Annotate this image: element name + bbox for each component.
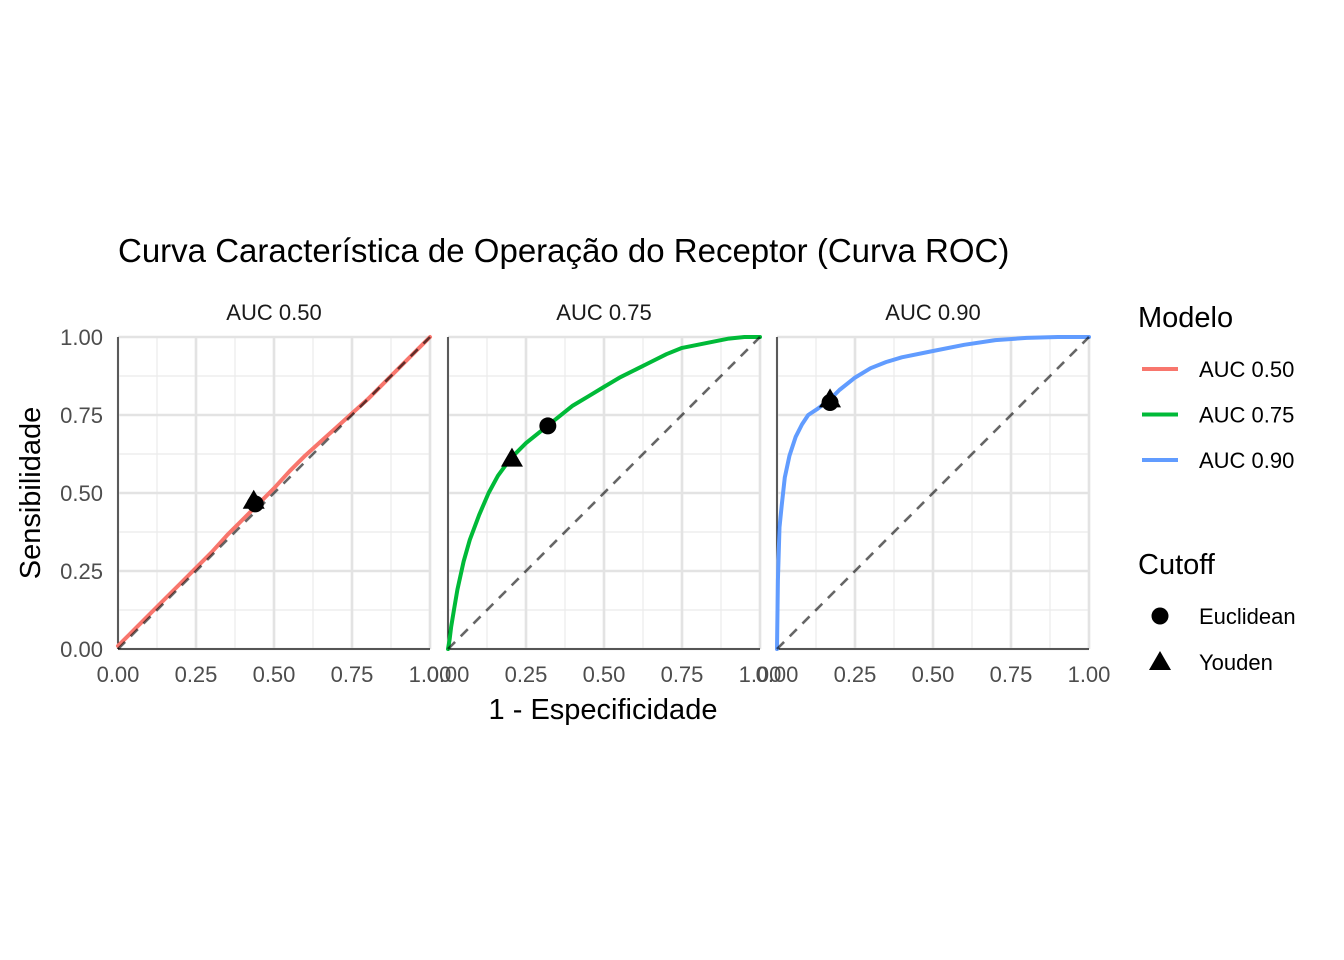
x-tick-label: 0.00 [756, 662, 799, 687]
x-tick-label: 0.25 [505, 662, 548, 687]
legend-shape-items: Euclidean Youden [1149, 604, 1296, 675]
x-tick-label: 1.00 [1068, 662, 1111, 687]
x-tick-label: 0.75 [331, 662, 374, 687]
legend-color-label: AUC 0.90 [1199, 448, 1294, 473]
y-tick-label: 0.75 [60, 403, 103, 428]
legend-triangle-icon [1149, 651, 1171, 670]
x-tick-label: 1.00 [739, 662, 782, 687]
youden-point [819, 388, 842, 408]
x-tick-label: 0.00 [427, 662, 470, 687]
youden-point [242, 489, 265, 509]
legend-circle-icon [1151, 607, 1169, 625]
y-tick-label: 0.50 [60, 481, 103, 506]
x-tick-label: 0.25 [834, 662, 877, 687]
x-tick-label: 0.50 [583, 662, 626, 687]
legend: Modelo AUC 0.50 AUC 0.75 AUC 0.90 Cutoff E… [1138, 302, 1296, 675]
reference-diagonal [447, 336, 761, 650]
reference-diagonal [776, 336, 1090, 650]
chart-title: Curva Característica de Operação do Rece… [118, 232, 1009, 269]
facet-panels: AUC 0.500.00 0.25 0.50 0.75 1.000.000.250.50… [60, 300, 1110, 687]
euclidean-point [539, 417, 557, 435]
youden-point [500, 447, 523, 467]
legend-color-title: Modelo [1138, 302, 1233, 334]
legend-shape-label: Euclidean [1199, 604, 1296, 629]
reference-diagonal [117, 336, 431, 650]
x-tick-label: 0.00 [97, 662, 140, 687]
panel-1: AUC 0.50 0.00 0.25 0.50 0.75 1.00 0.00 0.25 0.50… [60, 300, 451, 687]
x-tick-label: 0.75 [661, 662, 704, 687]
x-axis-label: 1 - Especificidade [489, 694, 718, 726]
x-tick-label: 1.00 [409, 662, 452, 687]
legend-color-items: AUC 0.50 AUC 0.75 AUC 0.90 [1142, 357, 1294, 473]
panel-2: AUC 0.75 0.00 0.25 0.50 0.75 1.00 [427, 300, 782, 687]
x-tick-label: 0.50 [253, 662, 296, 687]
y-tick-label: 1.00 [60, 325, 103, 350]
panel-3: AUC 0.90 0.00 0.25 0.50 0.75 1.00 [756, 300, 1111, 687]
x-tick-label: 0.50 [912, 662, 955, 687]
x-tick-label: 0.25 [175, 662, 218, 687]
facet-title: AUC 0.75 [556, 300, 651, 325]
y-tick-label: 0.25 [60, 559, 103, 584]
y-tick-label: 0.00 [60, 637, 103, 662]
legend-shape-label: Youden [1199, 650, 1273, 675]
x-tick-label: 0.75 [990, 662, 1033, 687]
legend-shape-title: Cutoff [1138, 549, 1216, 581]
legend-color-label: AUC 0.50 [1199, 357, 1294, 382]
legend-color-label: AUC 0.75 [1199, 403, 1294, 428]
facet-title: AUC 0.90 [885, 300, 980, 325]
facet-title: AUC 0.50 [226, 300, 321, 325]
y-axis-label: Sensibilidade [15, 407, 47, 580]
roc-curve [775, 335, 1091, 651]
roc-curve [446, 335, 762, 651]
